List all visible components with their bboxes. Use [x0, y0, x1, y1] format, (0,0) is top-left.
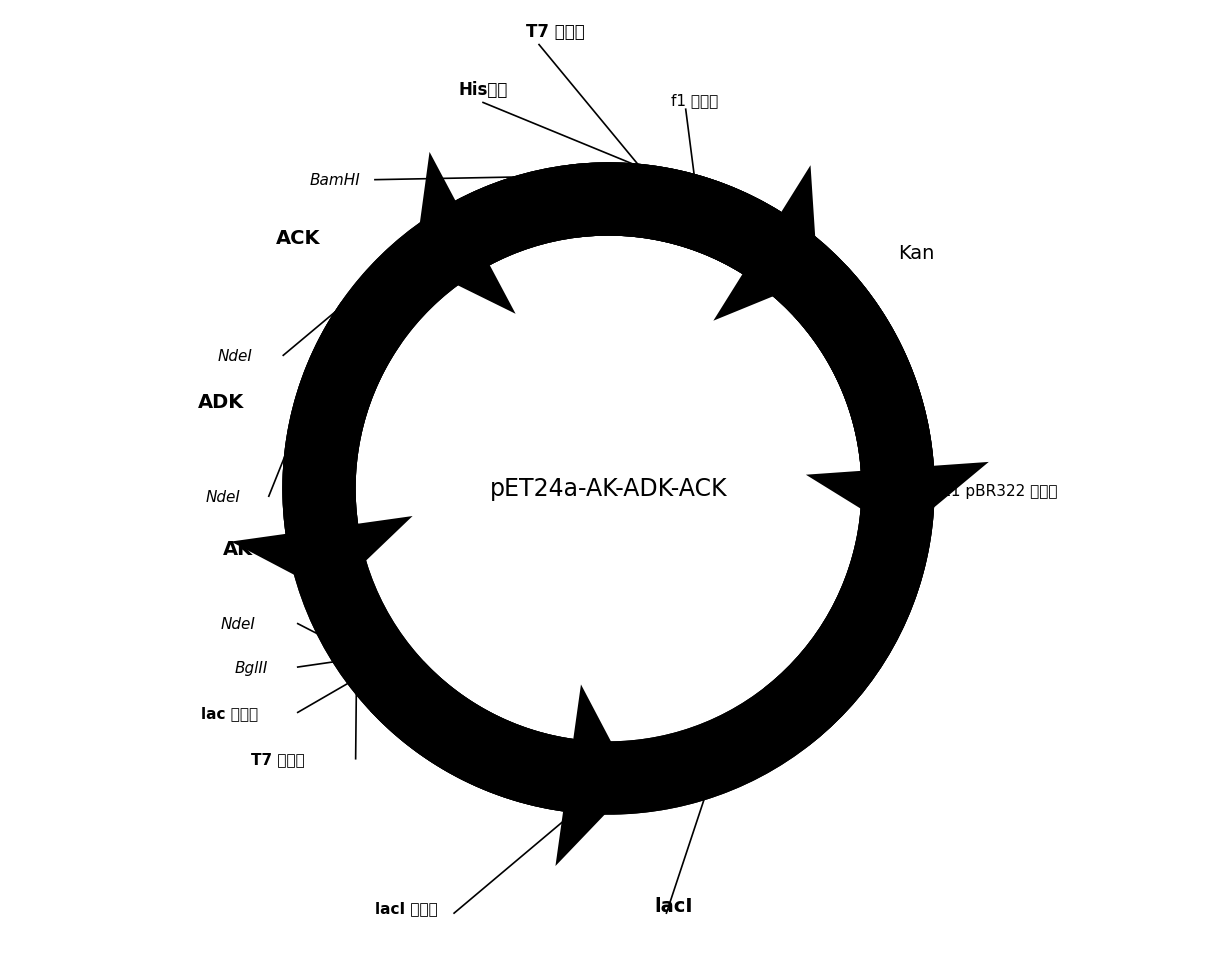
Polygon shape [568, 163, 781, 275]
Polygon shape [806, 463, 988, 535]
Text: NdeI: NdeI [206, 489, 241, 505]
Text: NdeI: NdeI [220, 616, 256, 632]
Text: BglII: BglII [235, 660, 269, 675]
Polygon shape [414, 153, 516, 315]
Polygon shape [555, 685, 634, 867]
Text: His标签: His标签 [459, 80, 509, 99]
Text: NdeI: NdeI [218, 348, 252, 364]
Polygon shape [282, 163, 935, 815]
Polygon shape [793, 267, 933, 471]
Text: BamHI: BamHI [309, 173, 360, 188]
Text: lacI: lacI [655, 896, 694, 915]
Text: ColE1 pBR322 起始点: ColE1 pBR322 起始点 [918, 483, 1058, 499]
Text: lacI 启动子: lacI 启动子 [375, 900, 438, 915]
Text: T7 启动子: T7 启动子 [252, 751, 305, 767]
Polygon shape [282, 163, 935, 812]
Polygon shape [282, 163, 935, 815]
Polygon shape [713, 166, 818, 322]
Text: T7 终止子: T7 终止子 [527, 22, 585, 41]
Text: pET24a-AK-ADK-ACK: pET24a-AK-ADK-ACK [489, 477, 728, 501]
Text: AK: AK [223, 539, 253, 558]
Text: ACK: ACK [275, 229, 320, 247]
Polygon shape [231, 516, 413, 595]
Text: f1 起始点: f1 起始点 [672, 93, 718, 109]
Text: lac 抑制子: lac 抑制子 [201, 705, 258, 720]
Text: Kan: Kan [898, 244, 935, 262]
Text: ADK: ADK [198, 393, 245, 412]
